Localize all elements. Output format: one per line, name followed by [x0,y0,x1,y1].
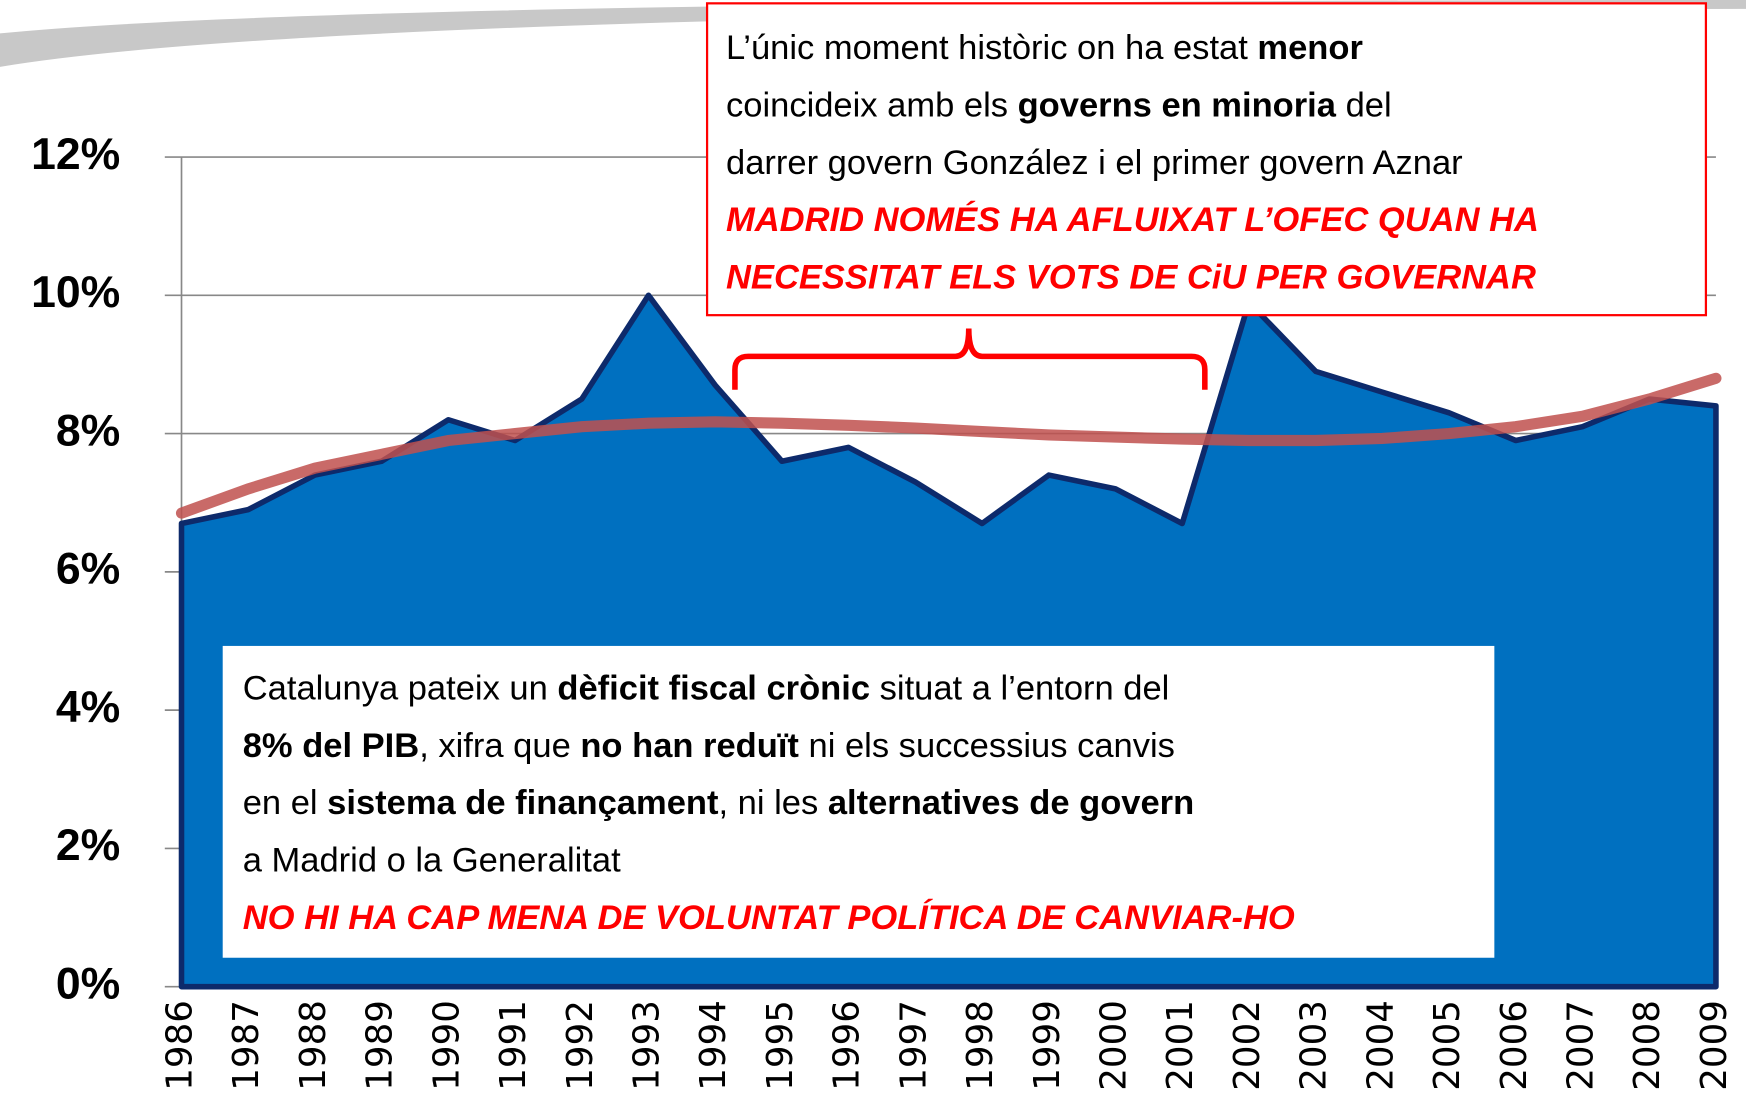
annotation-run: , xifra que [419,727,580,765]
x-tick-label: 1987 [226,1000,267,1091]
x-tick-label: 2008 [1627,1000,1668,1091]
annotation-run: NECESSITAT ELS VOTS DE CiU PER GOVERNAR [726,259,1536,297]
x-tick-label: 1995 [760,1000,801,1091]
annotation-run: 8% del PIB [243,727,419,765]
x-tick-label: 1986 [160,1000,201,1091]
decoration [0,0,1746,67]
annotations: L’únic moment històric on ha estat menor… [243,29,1539,937]
annotation-line: en el sistema de finançament, ni les alt… [243,784,1194,822]
annotation-line: L’únic moment històric on ha estat menor [726,29,1363,67]
annotation-run: coincideix amb els [726,87,1018,125]
annotation-line: Catalunya pateix un dèficit fiscal cròni… [243,670,1170,708]
x-tick-label: 1994 [693,1000,734,1091]
annotation-run: sistema de finançament [327,784,719,822]
x-tick-label: 2003 [1294,1000,1335,1091]
x-tick-label: 1998 [960,1000,1001,1091]
x-tick-label: 2007 [1561,1000,1602,1091]
x-tick-label: 2002 [1227,1000,1268,1091]
x-tick-label: 2001 [1160,1000,1201,1091]
y-tick-label: 2% [56,821,120,870]
annotation-run: MADRID NOMÉS HA AFLUIXAT L’OFEC QUAN HA [726,200,1539,239]
annotation-line: MADRID NOMÉS HA AFLUIXAT L’OFEC QUAN HA [726,200,1539,239]
x-tick-label: 1992 [560,1000,601,1091]
y-tick-label: 12% [31,130,120,179]
annotation-run: , ni les [718,784,827,822]
x-tick-label: 1996 [827,1000,868,1091]
x-tick-label: 1990 [426,1000,467,1091]
x-tick-label: 1997 [893,1000,934,1091]
x-tick-label: 1991 [493,1000,534,1091]
brace [732,328,1208,390]
annotation-run: dèficit fiscal crònic [557,670,870,708]
x-tick-label: 2000 [1094,1000,1135,1091]
annotation-run: governs en minoria [1018,87,1337,125]
y-tick-label: 8% [56,406,120,455]
annotation-run: darrer govern González i el primer gover… [726,144,1463,182]
x-tick-label: 1988 [293,1000,334,1091]
annotation-line: darrer govern González i el primer gover… [726,144,1463,182]
annotation-run: no han reduït [580,727,799,765]
annotation-run: menor [1257,29,1362,67]
x-tick-label: 2005 [1427,1000,1468,1091]
x-tick-label: 1993 [627,1000,668,1091]
y-tick-label: 10% [31,268,120,317]
annotation-box [222,645,1495,958]
annotation-line: coincideix amb els governs en minoria de… [726,87,1392,125]
trendline [175,372,1722,519]
y-tick-label: 4% [56,683,120,732]
x-tick-label: 2009 [1694,1000,1735,1091]
annotation-line: NO HI HA CAP MENA DE VOLUNTAT POLÍTICA D… [243,898,1295,937]
annotation-box [705,2,1708,317]
annotation-run: ni els successius canvis [799,727,1175,765]
annotation-line: NECESSITAT ELS VOTS DE CiU PER GOVERNAR [726,259,1536,297]
x-tick-label: 1989 [360,1000,401,1091]
x-tick-label: 2004 [1360,1000,1401,1091]
annotation-line: a Madrid o la Generalitat [243,842,621,880]
y-tick-label: 6% [56,545,120,594]
annotation-run: L’únic moment històric on ha estat [726,29,1257,67]
annotation-run: Catalunya pateix un [243,670,558,708]
annotation-run: en el [243,784,327,822]
x-tick-label: 1999 [1027,1000,1068,1091]
annotation-run: del [1336,87,1392,125]
annotation-run: situat a l’entorn del [870,670,1169,708]
annotation-run: a Madrid o la Generalitat [243,842,621,880]
annotation-line: 8% del PIB, xifra que no han reduït ni e… [243,727,1175,765]
x-tick-label: 2006 [1494,1000,1535,1091]
annotation-run: NO HI HA CAP MENA DE VOLUNTAT POLÍTICA D… [243,898,1295,937]
annotation-run: alternatives de govern [828,784,1194,822]
y-tick-label: 0% [56,959,120,1008]
